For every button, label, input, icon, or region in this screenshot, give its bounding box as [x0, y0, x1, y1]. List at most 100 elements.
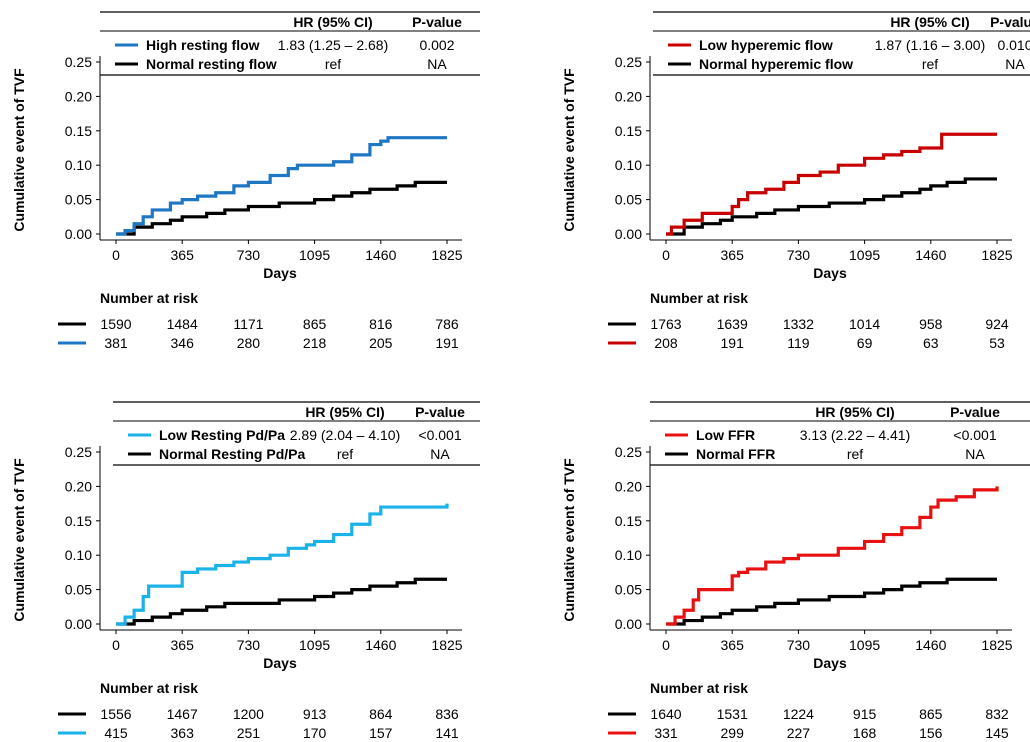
p-value: NA: [430, 446, 450, 462]
x-tick-label: 1460: [915, 637, 946, 653]
x-tick-label: 1095: [849, 637, 880, 653]
legend-label: Normal FFR: [696, 446, 775, 462]
x-tick-label: 730: [787, 247, 811, 263]
risk-count: 145: [985, 725, 1009, 741]
y-tick-label: 0.10: [65, 547, 92, 563]
risk-count: 1640: [650, 706, 681, 722]
y-tick-label: 0.10: [65, 157, 92, 173]
legend-label: Normal hyperemic flow: [699, 56, 853, 72]
legend-label: Low hyperemic flow: [699, 37, 833, 53]
y-tick-label: 0.15: [615, 123, 642, 139]
x-tick-label: 730: [787, 637, 811, 653]
p-value: 0.010: [997, 37, 1030, 53]
x-axis-label: Days: [263, 655, 297, 671]
y-tick-label: 0.05: [65, 582, 92, 598]
pvalue-header: P-value: [950, 404, 1000, 420]
y-tick-label: 0.25: [65, 444, 92, 460]
km-panel-1: HR (95% CI) P-value High resting flow 1.83 …: [11, 11, 480, 351]
series-line: [666, 132, 997, 236]
risk-count: 415: [104, 725, 128, 741]
series-line: [116, 136, 447, 236]
risk-count: 1531: [717, 706, 748, 722]
risk-count: 864: [369, 706, 393, 722]
risk-count: 786: [435, 316, 459, 332]
risk-count: 208: [654, 335, 678, 351]
risk-count: 141: [435, 725, 459, 741]
x-tick-label: 365: [171, 637, 195, 653]
p-value: NA: [1005, 56, 1025, 72]
p-value: <0.001: [953, 427, 996, 443]
risk-count: 865: [919, 706, 943, 722]
risk-count: 227: [787, 725, 811, 741]
risk-count: 170: [303, 725, 327, 741]
risk-count: 1014: [849, 316, 880, 332]
series-line: [116, 577, 447, 626]
p-value: NA: [965, 446, 985, 462]
y-tick-label: 0.10: [615, 547, 642, 563]
hr-header: HR (95% CI): [890, 14, 969, 30]
y-tick-label: 0.25: [615, 54, 642, 70]
risk-count: 331: [654, 725, 678, 741]
y-tick-label: 0.15: [65, 513, 92, 529]
p-value: 0.002: [419, 37, 454, 53]
risk-count: 1590: [100, 316, 131, 332]
x-tick-label: 0: [112, 247, 120, 263]
x-tick-label: 365: [171, 247, 195, 263]
risk-table-title: Number at risk: [650, 680, 748, 696]
x-tick-label: 0: [662, 637, 670, 653]
risk-count: 205: [369, 335, 393, 351]
risk-count: 1484: [167, 316, 198, 332]
x-tick-label: 1825: [981, 247, 1012, 263]
y-tick-label: 0.20: [65, 88, 92, 104]
series-line: [666, 177, 997, 236]
risk-count: 1332: [783, 316, 814, 332]
x-tick-label: 1095: [299, 247, 330, 263]
x-tick-label: 1095: [849, 247, 880, 263]
x-axis-label: Days: [813, 265, 847, 281]
risk-count: 1556: [100, 706, 131, 722]
risk-count: 1763: [650, 316, 681, 332]
pvalue-header: P-value: [415, 404, 465, 420]
y-tick-label: 0.20: [615, 88, 642, 104]
y-axis-label: Cumulative event of TVF: [11, 458, 27, 622]
risk-count: 156: [919, 725, 943, 741]
y-tick-label: 0.20: [615, 478, 642, 494]
risk-count: 381: [104, 335, 128, 351]
risk-count: 251: [237, 725, 261, 741]
y-tick-label: 0.00: [65, 616, 92, 632]
legend-label: High resting flow: [146, 37, 260, 53]
hr-value: ref: [847, 446, 863, 462]
risk-count: 832: [985, 706, 1009, 722]
y-tick-label: 0.10: [615, 157, 642, 173]
km-panel-2: HR (95% CI) P-value Low hyperemic flow 1.87…: [561, 11, 1030, 351]
y-tick-label: 0.05: [65, 192, 92, 208]
x-axis-label: Days: [813, 655, 847, 671]
km-panel-3: HR (95% CI) P-value Low Resting Pd/Pa 2.89 …: [11, 401, 480, 741]
x-tick-label: 365: [721, 247, 745, 263]
pvalue-header: P-value: [412, 14, 462, 30]
risk-count: 299: [721, 725, 745, 741]
x-tick-label: 1825: [981, 637, 1012, 653]
hr-value: ref: [922, 56, 938, 72]
hr-value: 1.83 (1.25 – 2.68): [278, 37, 389, 53]
y-tick-label: 0.00: [65, 226, 92, 242]
y-tick-label: 0.05: [615, 192, 642, 208]
risk-count: 363: [171, 725, 195, 741]
hr-value: 2.89 (2.04 – 4.10): [290, 427, 401, 443]
risk-count: 1639: [717, 316, 748, 332]
series-line: [666, 486, 999, 626]
risk-count: 1171: [233, 316, 263, 332]
risk-count: 958: [919, 316, 943, 332]
hr-value: ref: [337, 446, 353, 462]
risk-count: 1467: [167, 706, 198, 722]
y-axis-label: Cumulative event of TVF: [561, 68, 577, 232]
pvalue-header: P-value: [990, 14, 1030, 30]
hr-header: HR (95% CI): [815, 404, 894, 420]
y-tick-label: 0.00: [615, 226, 642, 242]
risk-count: 816: [369, 316, 393, 332]
x-tick-label: 0: [662, 247, 670, 263]
risk-count: 53: [989, 335, 1005, 351]
y-tick-label: 0.15: [615, 513, 642, 529]
x-tick-label: 1460: [365, 247, 396, 263]
